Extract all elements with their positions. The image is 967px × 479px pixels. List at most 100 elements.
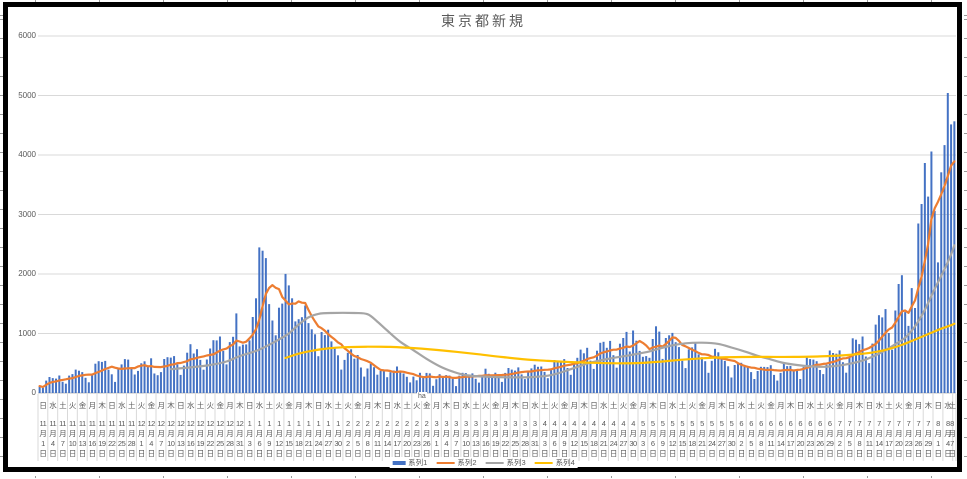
x-axis-label-ds: 日: [314, 449, 323, 458]
x-axis-label-dow: 木: [236, 401, 244, 410]
chart-area[interactable]: [3, 2, 962, 472]
x-axis-label-dow: 木: [786, 401, 795, 410]
bar: [166, 357, 169, 393]
x-axis-label-ms: 月: [678, 429, 687, 438]
x-axis-label-ms: 月: [245, 429, 254, 438]
bar: [733, 365, 736, 393]
x-axis-label: 水 1 月 27 日: [321, 400, 335, 459]
x-axis-label-dow: 土: [403, 401, 411, 410]
bar: [596, 350, 598, 393]
bar: [110, 374, 113, 393]
bar: [218, 336, 221, 393]
bar: [766, 367, 769, 393]
x-axis-label-m: 6: [808, 419, 812, 428]
bar: [481, 375, 484, 393]
bar: [514, 370, 517, 393]
x-axis-label-dow: 木: [442, 401, 451, 410]
bar: [776, 380, 779, 393]
x-axis-label: 金 11 月 13 日: [75, 400, 89, 459]
x-axis-label-ms: 月: [619, 429, 628, 438]
x-axis-label-dow: 木: [304, 401, 313, 410]
bar: [720, 356, 723, 393]
bar: [950, 124, 953, 394]
x-axis-label-dow: 金: [147, 401, 156, 410]
bar: [359, 367, 362, 393]
x-axis-label-ms: 月: [895, 429, 903, 438]
bar: [127, 359, 130, 393]
x-axis-label: 土 2 月 20 日: [400, 400, 414, 459]
x-axis-label-d: 17: [885, 439, 893, 448]
bar: [382, 370, 385, 393]
x-axis-label-m: 12: [176, 419, 185, 428]
bar: [143, 361, 146, 393]
bar: [779, 372, 782, 393]
x-axis-label-ms: 月: [550, 429, 559, 438]
legend-item-系列1[interactable]: 系列1: [392, 457, 427, 468]
x-axis-label-ds: 日: [767, 449, 775, 458]
bar: [940, 172, 943, 393]
bar: [245, 344, 248, 393]
x-axis-label-dow: 金: [285, 401, 293, 410]
x-axis-label-d: 23: [806, 439, 814, 448]
x-axis-label: 土 6 月 26 日: [813, 400, 827, 459]
x-axis-label-d: 29: [924, 439, 932, 448]
bar: [723, 360, 726, 393]
x-axis-label-d: 12: [668, 439, 677, 448]
bar: [307, 323, 310, 393]
bar: [248, 340, 251, 393]
x-axis-label-dow: 日: [245, 401, 254, 410]
bar: [366, 368, 369, 393]
bar: [622, 338, 625, 393]
x-axis-label-m: 4: [601, 419, 606, 428]
legend[interactable]: 系列1 系列2 系列3 系列4: [389, 457, 578, 468]
x-axis-label-m: 7: [867, 419, 871, 428]
bar: [835, 353, 838, 393]
bar: [599, 342, 602, 393]
x-axis-label-m: 7: [837, 419, 842, 428]
x-axis-label-m: 4: [591, 419, 596, 428]
x-axis-label-ds: 日: [462, 449, 470, 458]
y-axis-label: 5000: [18, 90, 36, 100]
x-axis-label-ds: 日: [88, 449, 97, 458]
x-axis-label-m: 12: [186, 419, 195, 428]
x-axis-label-dow: 土: [127, 401, 136, 410]
bar: [805, 356, 808, 393]
bar: [294, 321, 297, 393]
x-axis-label-ds: 日: [118, 449, 126, 458]
x-axis-label-m: 3: [454, 419, 458, 428]
bar: [455, 386, 458, 393]
legend-item-系列2[interactable]: 系列2: [436, 457, 477, 468]
bar: [694, 342, 697, 393]
x-axis-label-ms: 月: [796, 429, 805, 438]
bar: [448, 375, 451, 393]
legend-item-系列3[interactable]: 系列3: [485, 457, 526, 468]
x-axis-label: 水 11 月 25 日: [115, 400, 129, 459]
legend-item-系列4[interactable]: 系列4: [534, 457, 575, 468]
x-axis-label-d: 9: [562, 439, 567, 448]
bar: [343, 359, 346, 393]
x-axis-label-ms: 月: [177, 429, 185, 438]
x-axis-label-ds: 日: [796, 449, 805, 458]
bar: [648, 357, 651, 393]
x-axis-label-ms: 月: [845, 429, 854, 438]
x-axis-label-ds: 日: [304, 449, 313, 458]
bar: [300, 317, 303, 393]
x-axis-label-d: 8: [759, 439, 763, 448]
x-axis-label-d: 7: [454, 439, 458, 448]
x-axis-label-dow: 日: [314, 401, 323, 410]
x-axis-label: 火 11 月 10 日: [65, 400, 79, 459]
bar: [651, 339, 654, 393]
x-axis-label-ms: 月: [865, 429, 874, 438]
bar: [189, 344, 192, 393]
x-axis-label-dow: 月: [363, 401, 372, 410]
bar: [389, 372, 392, 393]
bar: [638, 350, 641, 393]
x-axis-label-dow: 火: [137, 401, 146, 410]
x-axis-label-ds: 日: [777, 449, 785, 458]
x-axis-label-d: 11: [865, 439, 873, 448]
x-axis-label-m: 11: [39, 419, 47, 428]
x-axis-label-m: 8: [950, 419, 954, 428]
